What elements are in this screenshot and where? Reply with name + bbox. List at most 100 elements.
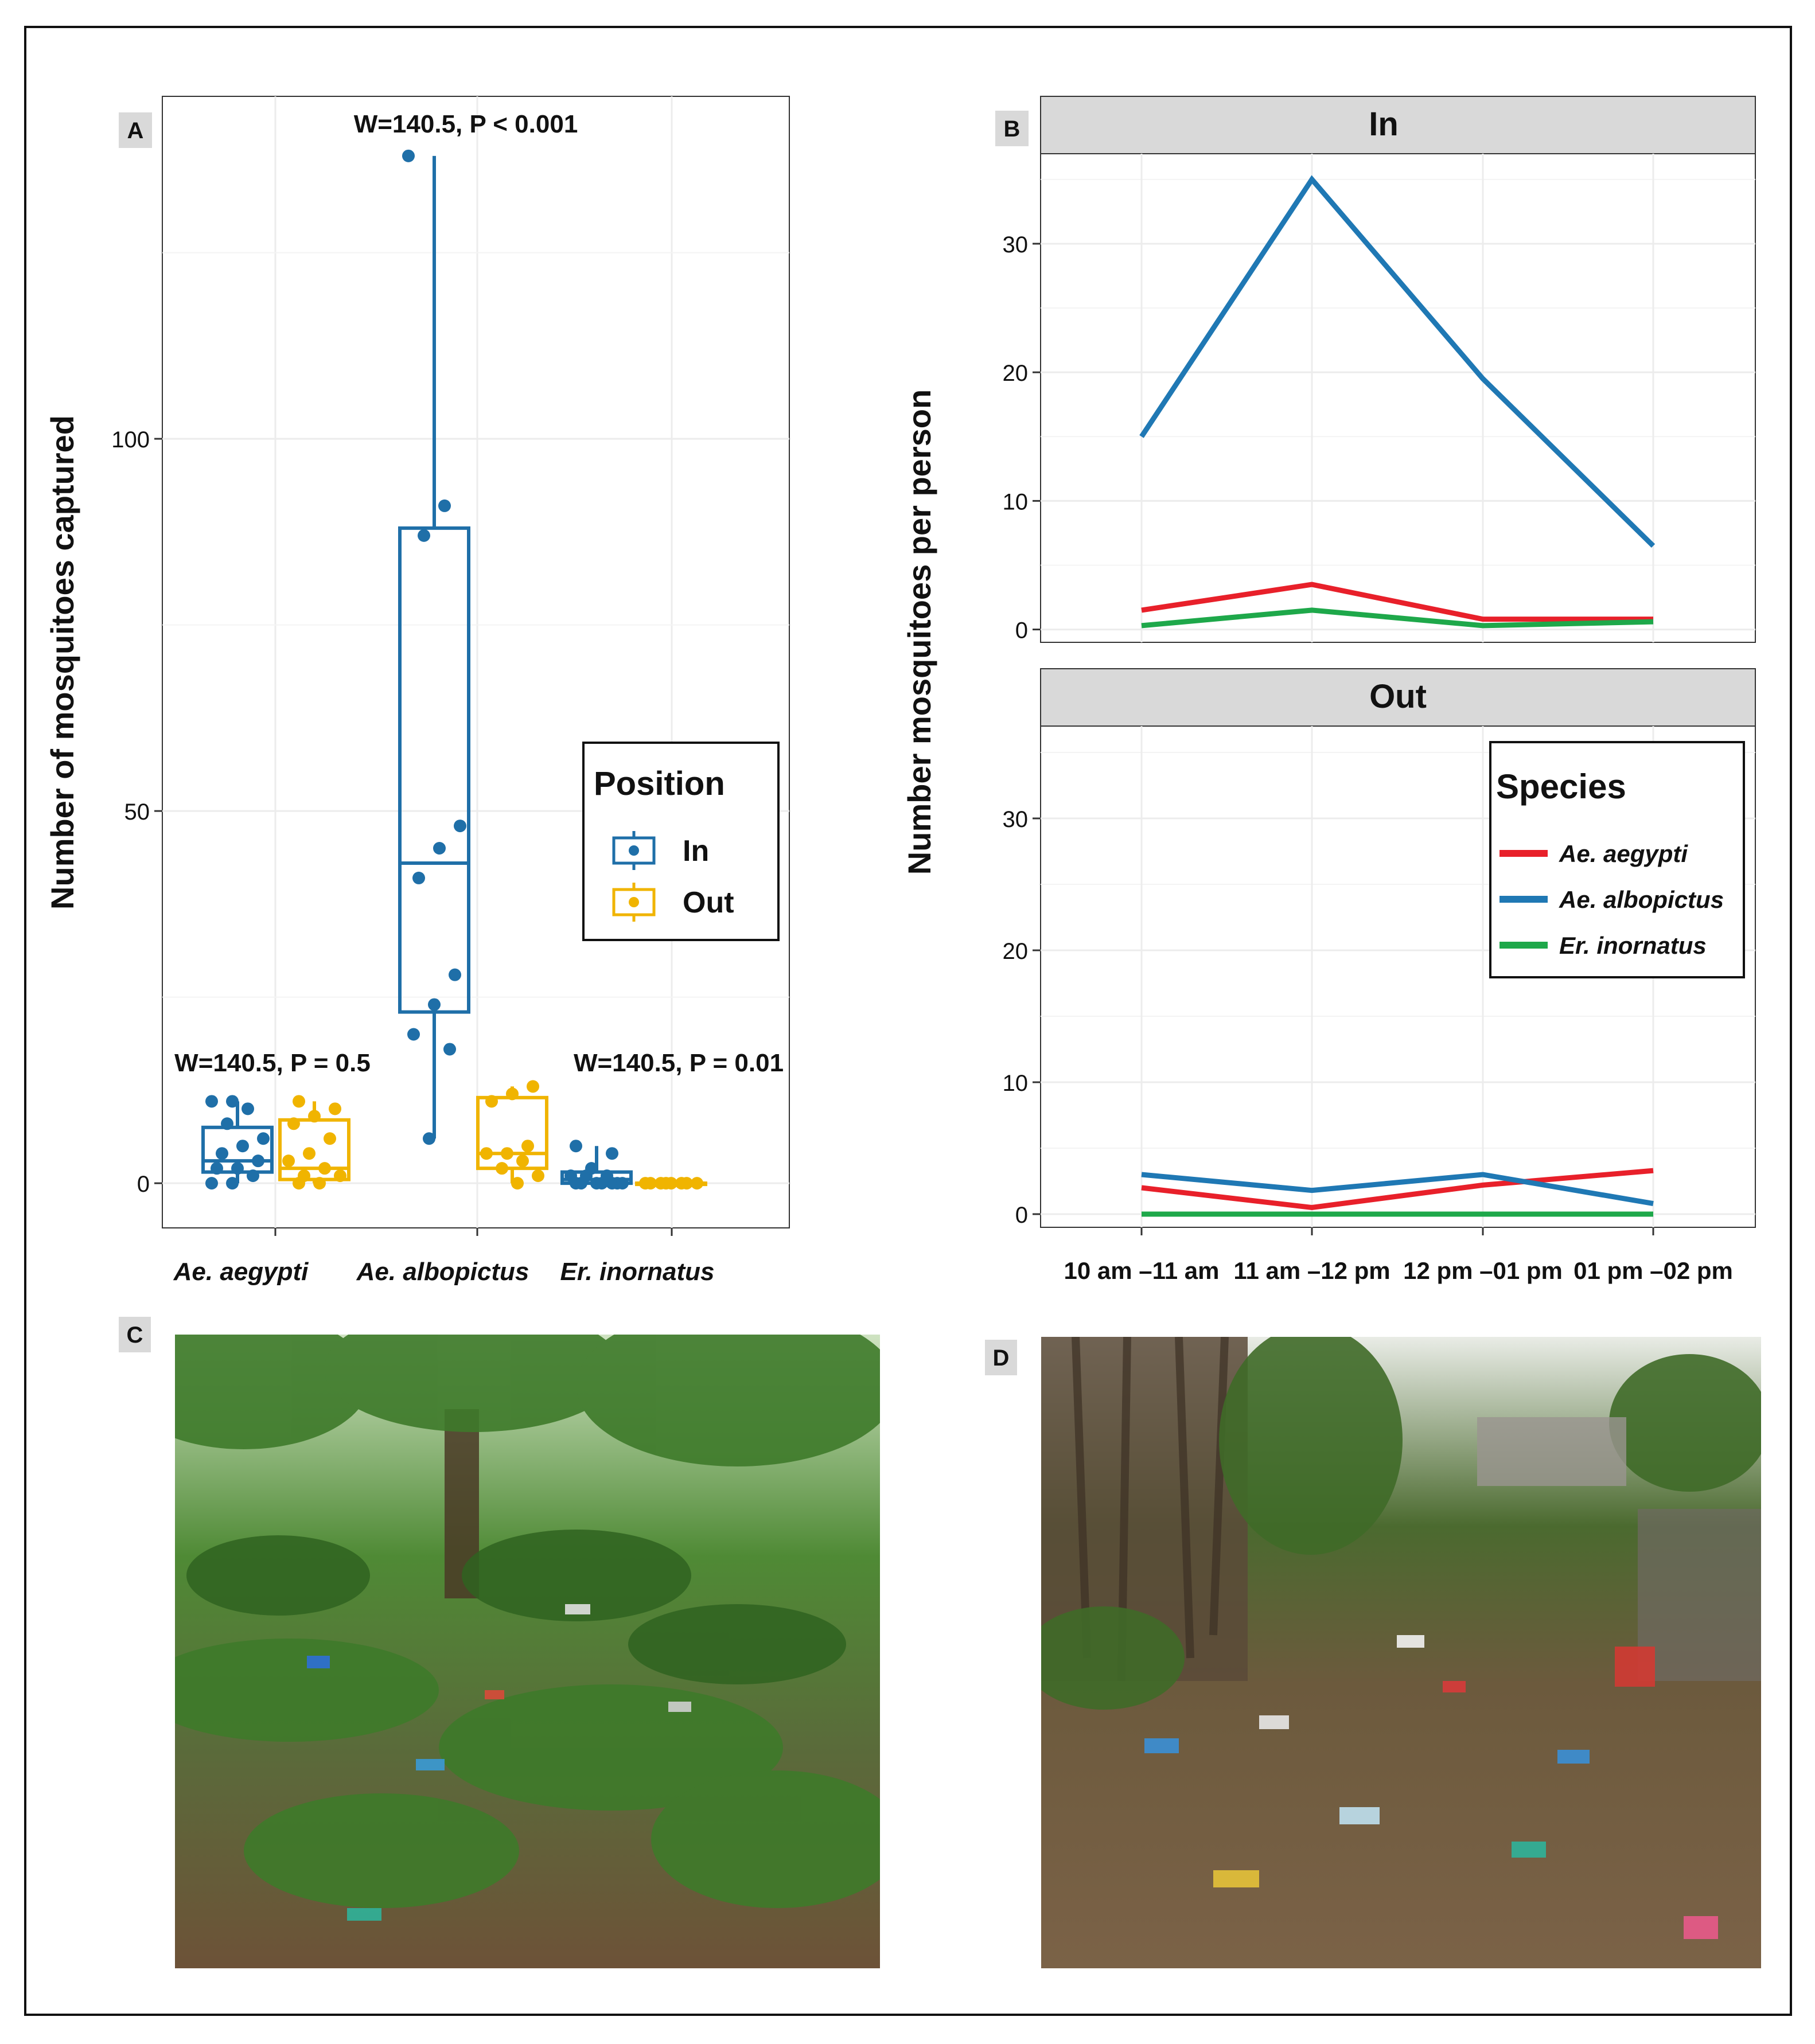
panel-a-legend-key [612, 883, 656, 922]
panel-a-marks [201, 149, 707, 1190]
box-aeaegypti-in [201, 1095, 274, 1190]
panel-a-boxplot: A 0 50 100 Number of mosquitoes captured A… [44, 96, 790, 1286]
box-point [231, 1162, 244, 1175]
figure-frame [24, 26, 1792, 2016]
box-point [496, 1162, 508, 1175]
photo-d-scene [1041, 1337, 1761, 1968]
panel-b-x-tick-label: 12 pm –01 pm [1403, 1257, 1563, 1284]
box-point [564, 1169, 577, 1183]
box-aealbopictus-in [398, 149, 470, 1145]
box-aeaegypti-out [278, 1095, 350, 1190]
panel-b-y-tick-label: 0 [1015, 1203, 1028, 1228]
panel-a-tag [119, 112, 152, 148]
line-in-aeaegypti [1141, 582, 1653, 622]
box-point [293, 1095, 305, 1108]
box-point [282, 1154, 295, 1168]
panel-b-facet-strip [1040, 96, 1756, 154]
box-point [412, 871, 425, 884]
box-point [606, 1147, 618, 1160]
box-point [485, 1095, 498, 1108]
panel-a-legend-title: Position [594, 765, 725, 802]
panel-b-legend-title: Species [1496, 767, 1626, 806]
box-point [423, 1132, 435, 1145]
box-point [506, 1087, 519, 1101]
box-point [454, 820, 466, 833]
panel-a-x-tick-label: Ae. aegypti [173, 1258, 309, 1286]
line-in-aealbopictus [1139, 175, 1656, 548]
box-point [226, 1177, 239, 1190]
box-point [418, 529, 430, 542]
box-point [521, 1140, 534, 1153]
panel-a-y-axis-label: Number of mosquitoes captured [44, 415, 80, 910]
box-point [252, 1154, 264, 1168]
box-point [428, 998, 441, 1011]
box-point [324, 1132, 336, 1145]
panel-b-y-axis-label: Number mosquitoes per person [901, 389, 937, 875]
panel-b-legend: Species Ae. aegypti Ae. albopictus Er. inor… [1489, 741, 1745, 978]
panel-b-facets: In 0 10 20 30 Out 0 10 20 30 [1003, 96, 1756, 1228]
box-point [216, 1147, 228, 1160]
box-point [443, 1043, 456, 1056]
box-erinornatus-out [635, 1177, 707, 1190]
panel-b-label: B [1004, 116, 1021, 142]
panel-b-legend-entry: Ae. albopictus [1559, 886, 1724, 913]
box-erinornatus-in [560, 1140, 633, 1190]
line-in-erinornatus [1141, 607, 1654, 629]
box-iqr [398, 526, 470, 1014]
panel-a-annotations: W=140.5, P = 0.5 W=140.5, P < 0.001 W=140.… [174, 110, 784, 1077]
box-point [501, 1147, 513, 1160]
panel-b-facet-title: Out [1369, 678, 1427, 715]
panel-d-tag [985, 1340, 1017, 1375]
box-point [511, 1177, 524, 1190]
panel-a-legend-key [612, 831, 656, 870]
photo-c-vegetation-litter [175, 1335, 880, 1968]
box-point [532, 1169, 544, 1183]
box-point [318, 1162, 331, 1175]
box-point [570, 1140, 582, 1153]
panel-a-y-tick-label: 100 [111, 427, 150, 453]
panel-b-y-tick-label: 10 [1003, 489, 1029, 514]
panel-a-y-axis: 0 50 100 [111, 427, 162, 1197]
box-point [585, 1162, 598, 1175]
panel-b-x-tick-label: 10 am –11 am [1064, 1257, 1220, 1284]
photo-d-garbage-drain [1041, 1337, 1761, 1968]
box-point [334, 1169, 346, 1183]
box-point [680, 1177, 693, 1190]
panel-b-y-tick-label: 20 [1003, 361, 1029, 386]
panel-a-test-annotation: W=140.5, P = 0.01 [574, 1049, 784, 1077]
box-point [516, 1154, 529, 1168]
box-point [480, 1147, 493, 1160]
panel-b-y-tick-label: 30 [1003, 232, 1029, 258]
panel-b-x-tick-label: 01 pm –02 pm [1573, 1257, 1733, 1284]
panel-c-tag [119, 1317, 151, 1352]
panel-a-legend-entry: In [683, 834, 709, 868]
panel-b-y-tick-label: 0 [1015, 618, 1028, 643]
box-point [298, 1169, 310, 1183]
box-point [438, 499, 451, 512]
panel-a-x-tick-label: Er. inornatus [560, 1258, 715, 1286]
panel-a-y-tick-label: 0 [137, 1172, 150, 1197]
box-point [329, 1102, 341, 1115]
panel-a-grid [162, 96, 789, 1228]
box-point [527, 1080, 539, 1093]
panel-c-label: C [127, 1323, 143, 1348]
panel-a-legend-entry: Out [683, 886, 734, 919]
panel-b-x-tick-label: 11 am –12 pm [1233, 1257, 1390, 1284]
box-point [221, 1117, 233, 1130]
photo-c-scene [175, 1335, 880, 1968]
box-point [616, 1177, 629, 1190]
panel-b-legend-entry: Ae. aegypti [1559, 840, 1688, 867]
line-out-aeaegypti [1141, 1168, 1654, 1211]
box-point [303, 1147, 316, 1160]
box-point [691, 1177, 703, 1190]
box-point [242, 1102, 254, 1115]
box-point [313, 1177, 326, 1190]
box-point [205, 1177, 218, 1190]
box-point [257, 1132, 270, 1145]
panel-b-y-tick-label: 10 [1003, 1071, 1029, 1096]
box-point [211, 1162, 223, 1175]
panel-b-y-tick-label: 30 [1003, 807, 1029, 832]
panel-b-legend-entry: Er. inornatus [1559, 932, 1707, 959]
box-point [601, 1169, 613, 1183]
box-point [308, 1110, 321, 1123]
